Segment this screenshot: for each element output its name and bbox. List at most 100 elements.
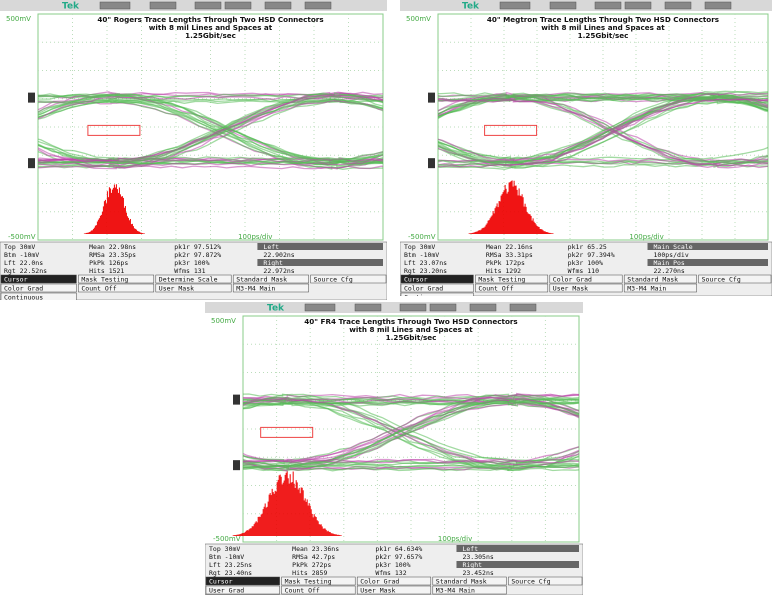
toolbar-button[interactable] (510, 304, 536, 311)
histogram-bar (544, 231, 545, 234)
toolbar-button[interactable] (430, 304, 456, 311)
toolbar-button[interactable] (150, 2, 176, 9)
toolbar-button[interactable] (470, 304, 496, 311)
histogram-bar (535, 223, 536, 234)
histogram-bar (143, 233, 144, 234)
histogram-bar (509, 183, 510, 234)
histogram-bar (502, 194, 503, 234)
histogram-bar (249, 529, 250, 536)
histogram-bar (515, 186, 516, 234)
histogram-bar (275, 491, 276, 536)
toolbar-button[interactable] (355, 304, 381, 311)
histogram-bar (550, 233, 551, 234)
histogram-bar (314, 514, 315, 536)
time-scale: 100ps/div (238, 233, 272, 241)
histogram-bar (318, 521, 319, 536)
histogram-bar (134, 228, 135, 234)
histogram-bar (120, 194, 121, 234)
level-marker (28, 158, 35, 168)
histogram-bar (541, 229, 542, 234)
scope-screen: Tek500mV-500mV100ps/div40" Megtron Trace… (400, 0, 772, 296)
histogram-bar (521, 196, 522, 234)
histogram-bar (268, 502, 269, 536)
histogram-bar (86, 233, 87, 234)
toolbar-button[interactable] (265, 2, 291, 9)
histogram-bar (293, 472, 294, 536)
toolbar-button[interactable] (225, 2, 251, 9)
toolbar-button[interactable] (400, 304, 426, 311)
tek-logo: Tek (267, 304, 285, 314)
toolbar-button[interactable] (305, 304, 335, 311)
menu-button-label: Mask Testing (478, 276, 525, 284)
histogram-bar (504, 190, 505, 234)
toolbar-button[interactable] (705, 2, 731, 9)
eye-title: 1.25Gbit/sec (578, 31, 629, 40)
bottom-scale: -500mV (213, 535, 241, 543)
histogram-bar (265, 503, 266, 536)
toolbar-button[interactable] (100, 2, 130, 9)
histogram-bar (269, 495, 270, 536)
histogram-bar (287, 471, 288, 536)
histogram-bar (241, 534, 242, 536)
toolbar-button[interactable] (665, 2, 691, 9)
histogram-bar (306, 502, 307, 536)
histogram-bar (280, 475, 281, 536)
histogram-bar (528, 213, 529, 234)
histogram-bar (97, 222, 98, 234)
eye-title: 1.25Gbit/sec (386, 333, 437, 342)
histogram-bar (121, 197, 122, 234)
histogram-bar (320, 525, 321, 536)
menu-button-label: Source Cfg (314, 276, 353, 284)
histogram-bar (335, 534, 336, 536)
readout: pk1r 65.25 (568, 243, 607, 251)
histogram-bar (257, 522, 258, 536)
level-marker (233, 427, 240, 437)
scope-screen: Tek500mV-500mV100ps/div40" FR4 Trace Len… (205, 302, 583, 595)
level-marker (428, 158, 435, 168)
histogram-bar (336, 534, 337, 536)
histogram-bar (479, 230, 480, 234)
histogram-bar (138, 231, 139, 234)
histogram-bar (303, 490, 304, 536)
histogram-bar (478, 231, 479, 234)
toolbar-button[interactable] (550, 2, 576, 9)
histogram-bar (289, 484, 290, 536)
toolbar-button[interactable] (625, 2, 651, 9)
histogram-bar (100, 216, 101, 234)
menu-button-label: Cursor (209, 578, 233, 586)
histogram-bar (331, 533, 332, 536)
histogram-bar (95, 226, 96, 234)
readout: Btm -10mV (404, 251, 439, 259)
scope-panel: Tek500mV-500mV100ps/div40" Rogers Trace … (0, 0, 387, 300)
histogram-bar (489, 220, 490, 234)
histogram-bar (266, 508, 267, 536)
toolbar-button[interactable] (195, 2, 221, 9)
histogram-bar (238, 535, 239, 536)
histogram-bar (514, 181, 515, 234)
histogram-bar (284, 481, 285, 536)
menu-button-label: Color Grad (4, 285, 43, 293)
histogram-bar (283, 483, 284, 536)
histogram-bar (277, 482, 278, 536)
histogram-bar (494, 213, 495, 234)
histogram-bar (108, 197, 109, 234)
readout: Btm -10mV (4, 251, 39, 259)
histogram-bar (525, 204, 526, 234)
histogram-bar (274, 494, 275, 536)
time-scale: 100ps/div (629, 233, 663, 241)
menu-button-label: Source Cfg (511, 578, 550, 586)
histogram-bar (469, 233, 470, 234)
histogram-bar (488, 221, 489, 234)
toolbar-button[interactable] (500, 2, 530, 9)
toolbar-button[interactable] (595, 2, 621, 9)
toolbar-button[interactable] (305, 2, 331, 9)
histogram-bar (553, 233, 554, 234)
readout: Wfms 110 (568, 267, 599, 275)
histogram-bar (122, 196, 123, 234)
histogram-bar (526, 207, 527, 234)
menu-button-label: Color Grad (360, 578, 399, 586)
histogram-bar (473, 233, 474, 234)
histogram-bar (90, 232, 91, 234)
histogram-bar (534, 222, 535, 234)
histogram-bar (98, 220, 99, 234)
